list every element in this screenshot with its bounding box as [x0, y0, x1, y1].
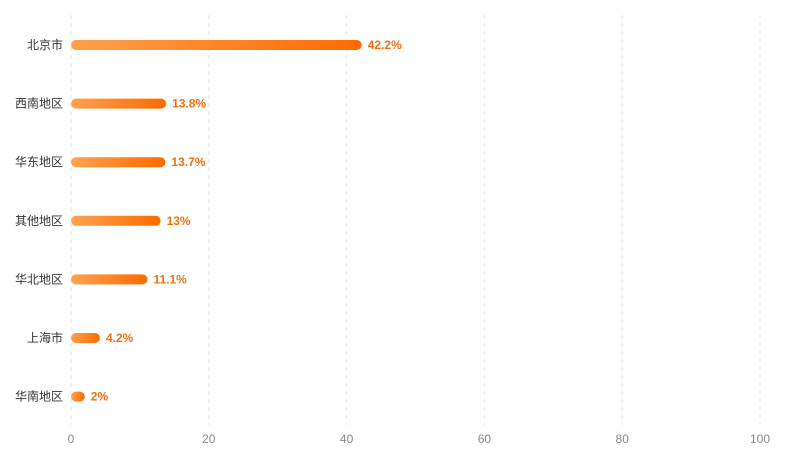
bar [71, 157, 166, 168]
bar-value-label: 13.7% [171, 155, 205, 169]
x-tick-label: 60 [478, 432, 492, 446]
x-tick-label: 0 [68, 432, 75, 446]
x-tick-label: 80 [616, 432, 630, 446]
y-category-label: 华南地区 [15, 389, 63, 404]
bar-value-label: 13.8% [172, 97, 206, 111]
bar-value-label: 13% [167, 214, 191, 228]
bars [71, 40, 362, 402]
bar-value-label: 2% [91, 390, 109, 404]
bar [71, 215, 161, 226]
bar [71, 274, 148, 285]
bar [71, 391, 85, 402]
y-category-label: 北京市 [27, 37, 63, 52]
x-axis: 0 20 40 60 80 100 [68, 432, 771, 446]
bar [71, 40, 362, 50]
x-tick-label: 100 [750, 432, 770, 446]
y-category-label: 其他地区 [15, 214, 63, 228]
bar [71, 333, 100, 343]
x-tick-label: 20 [202, 432, 216, 446]
x-tick-label: 40 [340, 432, 354, 446]
bar-value-label: 11.1% [153, 272, 187, 286]
bar-value-label: 4.2% [106, 331, 134, 345]
y-category-label: 西南地区 [15, 96, 63, 111]
y-category-label: 上海市 [27, 330, 63, 345]
y-category-label: 华东地区 [15, 155, 63, 169]
bar [71, 98, 167, 109]
bar-value-label: 42.2% [368, 38, 402, 52]
y-category-label: 华北地区 [15, 272, 63, 286]
labels: 北京市 42.2% 西南地区 13.8% 华东地区 13.7% 其他地区 13% 华北地区 11.… [15, 37, 402, 404]
